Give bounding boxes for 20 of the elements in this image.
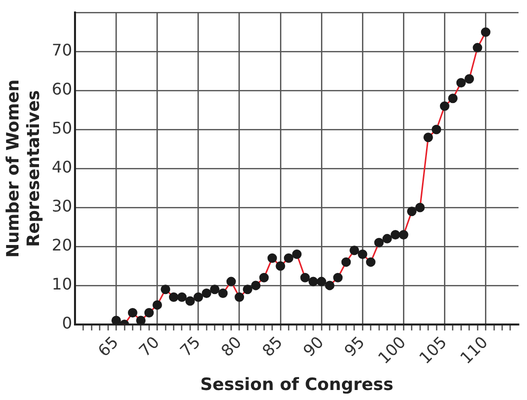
y-tick-label: 0 (62, 314, 72, 333)
y-tick-label: 70 (52, 40, 72, 60)
x-tick-label: 100 (374, 332, 410, 368)
y-tick-label: 20 (52, 236, 72, 255)
y-tick-label: 40 (52, 158, 72, 177)
x-tick-label: 80 (217, 332, 246, 360)
x-tick-label: 75 (176, 332, 204, 360)
x-tick-label: 70 (135, 332, 164, 360)
y-tick-label: 50 (52, 118, 72, 138)
x-tick-label: 85 (258, 332, 286, 360)
x-tick-label: 95 (340, 332, 368, 360)
x-tick-label: 90 (299, 332, 328, 360)
y-tick-label: 30 (52, 196, 72, 216)
y-tick-label: 10 (52, 274, 72, 294)
x-axis-title: Session of Congress (200, 375, 394, 396)
y-tick-label: 60 (52, 80, 72, 99)
x-tick-label: 110 (456, 332, 492, 368)
y-axis-title: Number of Women Representatives (4, 79, 44, 258)
x-tick-label: 65 (94, 332, 122, 360)
x-tick-label: 105 (415, 332, 450, 368)
